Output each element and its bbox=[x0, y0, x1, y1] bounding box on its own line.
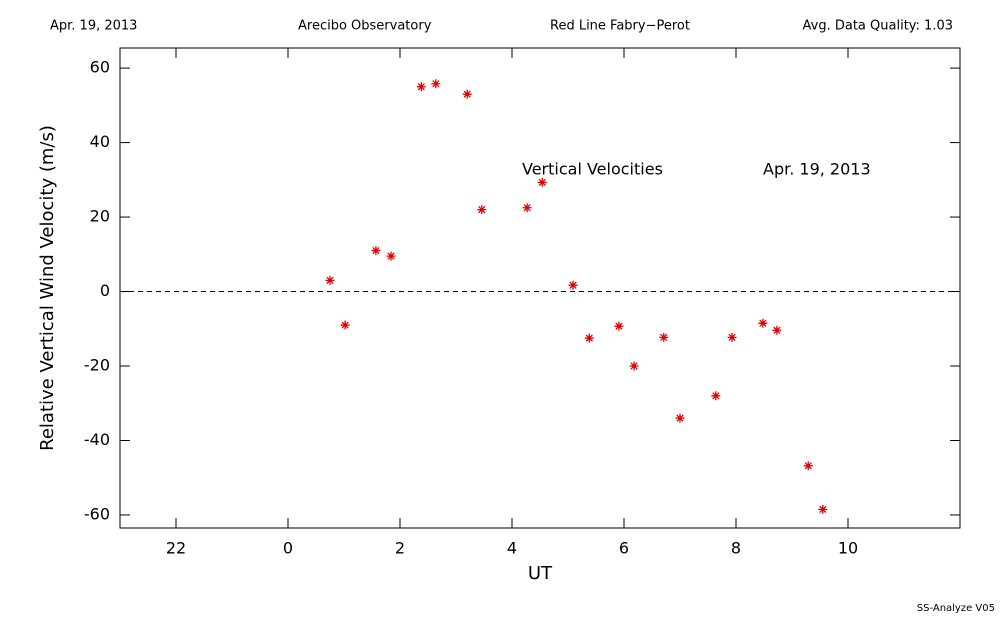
data-point bbox=[371, 246, 381, 256]
data-point bbox=[431, 79, 441, 89]
x-tick-label: 6 bbox=[619, 539, 629, 558]
y-tick-label: 60 bbox=[90, 58, 110, 77]
header-quality: Avg. Data Quality: 1.03 bbox=[803, 19, 953, 34]
x-tick-label: 22 bbox=[166, 539, 186, 558]
plot-frame bbox=[119, 47, 961, 529]
data-point bbox=[629, 361, 639, 371]
data-point bbox=[325, 275, 335, 285]
data-point bbox=[584, 333, 594, 343]
x-tick-label: 2 bbox=[395, 539, 405, 558]
data-point bbox=[727, 332, 737, 342]
data-point bbox=[477, 205, 487, 215]
data-point bbox=[758, 318, 768, 328]
data-point bbox=[711, 391, 721, 401]
y-tick-label: 40 bbox=[90, 132, 110, 151]
data-point bbox=[614, 321, 624, 331]
x-tick-label: 8 bbox=[731, 539, 741, 558]
y-tick-label: -60 bbox=[84, 504, 110, 523]
data-point bbox=[818, 504, 828, 514]
header-date: Apr. 19, 2013 bbox=[50, 19, 137, 34]
y-axis-title: Relative Vertical Wind Velocity (m/s) bbox=[37, 125, 58, 451]
data-point bbox=[659, 332, 669, 342]
y-tick-label: 20 bbox=[90, 207, 110, 226]
data-point bbox=[537, 177, 547, 187]
annotation: Apr. 19, 2013 bbox=[763, 160, 871, 179]
annotation: Vertical Velocities bbox=[522, 160, 663, 179]
data-point bbox=[386, 251, 396, 261]
x-tick-label: 10 bbox=[838, 539, 858, 558]
data-point bbox=[416, 82, 426, 92]
data-point bbox=[772, 325, 782, 335]
header-site: Arecibo Observatory bbox=[298, 19, 432, 34]
y-tick-label: -20 bbox=[84, 356, 110, 375]
data-point bbox=[675, 413, 685, 423]
data-point bbox=[522, 203, 532, 213]
y-tick-label: -40 bbox=[84, 430, 110, 449]
data-point bbox=[340, 320, 350, 330]
x-axis-title: UT bbox=[528, 563, 553, 584]
footer: SS-Analyze V05 bbox=[917, 603, 995, 614]
data-point bbox=[568, 280, 578, 290]
y-tick-label: 0 bbox=[100, 281, 110, 300]
x-tick-label: 4 bbox=[507, 539, 517, 558]
data-point bbox=[462, 89, 472, 99]
header-instrument: Red Line Fabry−Perot bbox=[550, 19, 690, 34]
data-point bbox=[803, 461, 813, 471]
x-tick-label: 0 bbox=[283, 539, 293, 558]
